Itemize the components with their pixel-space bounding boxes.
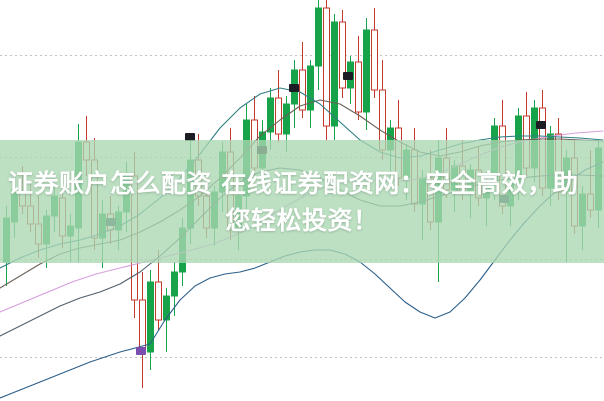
candle-body[interactable] [147, 281, 154, 353]
candle-body[interactable] [299, 69, 306, 111]
candle-body[interactable] [363, 29, 370, 113]
promo-headline-line1: 证券账户怎么配资 在线证券配资网：安全高效，助 [8, 169, 579, 198]
candle-body[interactable] [523, 115, 530, 169]
candle-body[interactable] [139, 299, 146, 353]
candle-body[interactable] [283, 103, 290, 135]
candle-body[interactable] [275, 97, 282, 135]
chart-annotation-marker[interactable] [536, 121, 546, 129]
candle-body[interactable] [339, 21, 346, 89]
candle-body[interactable] [331, 21, 338, 127]
candle-body[interactable] [163, 295, 170, 321]
candle-body[interactable] [267, 97, 274, 133]
candle-body[interactable] [323, 7, 330, 127]
candle-body[interactable] [315, 7, 322, 67]
chart-annotation-marker[interactable] [185, 133, 195, 141]
chart-annotation-marker[interactable] [343, 72, 353, 80]
candle-body[interactable] [307, 65, 314, 111]
candle-body[interactable] [387, 127, 394, 151]
candle-body[interactable] [355, 61, 362, 113]
candle-body[interactable] [155, 281, 162, 321]
candle-body[interactable] [371, 29, 378, 91]
chart-annotation-marker[interactable] [289, 84, 299, 92]
chart-annotation-marker[interactable] [136, 347, 146, 355]
candle-body[interactable] [171, 271, 178, 297]
ma-lines-layer [0, 87, 604, 399]
candle-body[interactable] [83, 141, 90, 161]
candle-body[interactable] [531, 107, 538, 169]
candle-body[interactable] [379, 89, 386, 151]
promo-headline-line2: 您轻松投资！ [225, 206, 379, 235]
chart-annotation-marker[interactable] [257, 146, 267, 154]
